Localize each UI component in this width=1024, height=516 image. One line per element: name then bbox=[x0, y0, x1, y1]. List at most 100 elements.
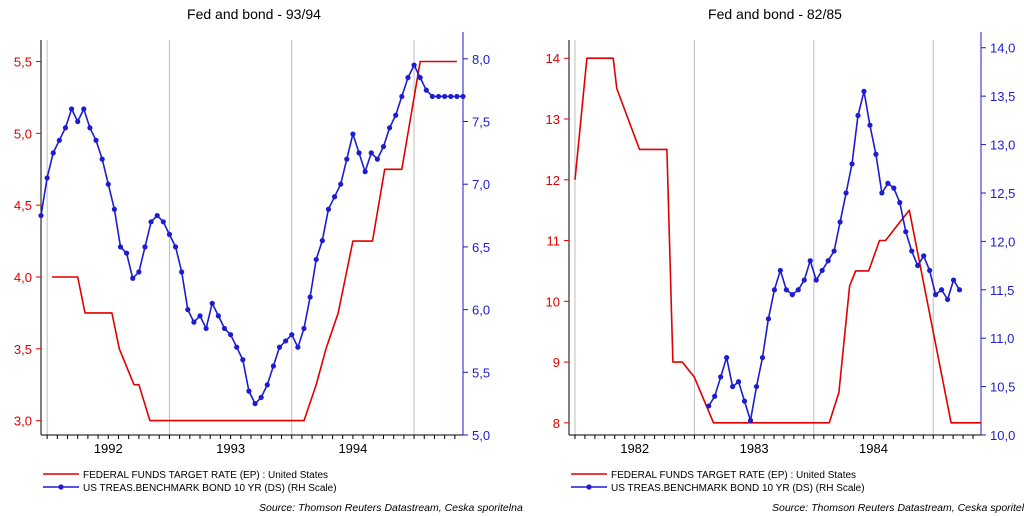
bond-yield-point bbox=[368, 150, 374, 156]
bond-yield-point bbox=[435, 93, 442, 100]
bond-yield-point bbox=[399, 93, 405, 100]
bond-yield-point bbox=[747, 417, 754, 424]
right-y-tick-label: 13,5 bbox=[990, 89, 1015, 104]
bond-yield-point bbox=[124, 250, 130, 256]
bond-yield-point bbox=[735, 379, 742, 385]
bond-yield-point bbox=[921, 253, 927, 259]
bond-yield-point bbox=[87, 125, 93, 131]
right-y-tick-label: 14,0 bbox=[990, 41, 1015, 56]
source-note-left: Source: Thomson Reuters Datastream, Cesk… bbox=[259, 502, 523, 514]
right-y-tick-label: 5,5 bbox=[472, 365, 490, 380]
bond-yield-point bbox=[831, 248, 837, 254]
bond-yield-point bbox=[795, 287, 801, 293]
bond-yield-point bbox=[179, 269, 185, 275]
right-y-tick-label: 12,5 bbox=[990, 186, 1015, 201]
left-y-tick-label: 3,5 bbox=[14, 342, 32, 357]
bond-yield-point bbox=[405, 75, 411, 81]
bond-yield-point bbox=[99, 156, 105, 162]
bond-yield-point bbox=[270, 363, 277, 369]
bond-yield-point bbox=[319, 238, 325, 244]
right-y-tick-label: 6,0 bbox=[472, 303, 490, 318]
bond-yield-point bbox=[429, 93, 436, 100]
right-y-tick-label: 6,5 bbox=[472, 240, 490, 255]
bond-yield-point bbox=[765, 316, 772, 322]
bond-yield-point bbox=[307, 294, 313, 300]
bond-yield-point bbox=[185, 307, 191, 313]
bond-yield-point bbox=[759, 354, 766, 361]
bond-yield-point bbox=[843, 190, 849, 196]
x-tick-label: 1982 bbox=[620, 441, 649, 456]
bond-yield-point bbox=[50, 150, 56, 156]
left-y-tick-label: 4,5 bbox=[14, 198, 32, 213]
bond-yield-point bbox=[712, 393, 718, 399]
right-y-tick-label: 10,5 bbox=[990, 380, 1015, 395]
bond-yield-point bbox=[301, 325, 307, 332]
x-tick-label: 1992 bbox=[94, 441, 123, 456]
bond-yield-point bbox=[295, 344, 301, 350]
bond-yield-point bbox=[81, 106, 87, 112]
bond-yield-point bbox=[203, 325, 209, 332]
bond-yield-point bbox=[240, 357, 246, 363]
bond-yield-point bbox=[442, 93, 448, 100]
left-y-tick-label: 5,5 bbox=[14, 55, 32, 70]
bond-yield-point bbox=[197, 313, 203, 319]
bond-yield-point bbox=[252, 401, 258, 407]
bond-yield-point bbox=[873, 151, 879, 157]
bond-yield-point bbox=[246, 388, 252, 394]
right-y-tick-label: 8,0 bbox=[472, 52, 490, 67]
bond-yield-point bbox=[903, 229, 909, 235]
bond-yield-point bbox=[718, 374, 724, 380]
bond-yield-point bbox=[374, 156, 380, 162]
right-y-tick-label: 12,0 bbox=[990, 234, 1015, 249]
bond-yield-point bbox=[956, 287, 963, 293]
left-y-tick-label: 5,0 bbox=[14, 126, 32, 141]
bond-yield-point bbox=[423, 87, 429, 93]
chart-82-85: Fed and bond - 82/85 8 9 10 11 12 13 14 10,0 10,5… bbox=[546, 6, 1016, 494]
bond-yield-point bbox=[706, 403, 712, 409]
bond-yield-point bbox=[172, 244, 179, 250]
bond-yield-point bbox=[933, 292, 939, 298]
bond-yield-point bbox=[331, 194, 338, 200]
bond-yield-point bbox=[411, 62, 417, 68]
bond-yield-point bbox=[448, 93, 454, 100]
bond-yield-point bbox=[801, 277, 807, 283]
bond-yield-point bbox=[460, 93, 466, 100]
bond-yield-point bbox=[380, 143, 387, 150]
bond-yield-point bbox=[730, 383, 736, 390]
bond-yield-point bbox=[915, 262, 921, 269]
bond-yield-point bbox=[289, 332, 295, 338]
bond-yield-point bbox=[234, 344, 240, 350]
right-y-tick-label: 7,5 bbox=[472, 115, 490, 130]
bond-yield-point bbox=[950, 277, 957, 283]
bond-yield-point bbox=[938, 287, 945, 293]
bond-yield-point bbox=[867, 122, 873, 128]
left-y-tick-label: 12 bbox=[546, 173, 560, 188]
bond-yield-point bbox=[68, 106, 75, 112]
right-y-tick-label: 10,0 bbox=[990, 428, 1015, 443]
bond-yield-point bbox=[209, 300, 215, 306]
bond-yield-point bbox=[313, 256, 319, 263]
x-tick-label: 1983 bbox=[740, 441, 769, 456]
bond-yield-point bbox=[191, 319, 197, 325]
bond-yield-point bbox=[75, 118, 81, 125]
bond-yield-point bbox=[724, 354, 730, 361]
bond-yield-point bbox=[38, 212, 44, 219]
source-note-right: Source: Thomson Reuters Datastream, Cesk… bbox=[772, 502, 1024, 514]
left-y-tick-label: 14 bbox=[546, 51, 560, 66]
bond-yield-point bbox=[258, 394, 264, 400]
legend-label-bond: US TREAS.BENCHMARK BOND 10 YR (DS) (RH S… bbox=[83, 483, 337, 494]
right-y-tick-label: 11,5 bbox=[990, 283, 1014, 298]
bond-yield-point bbox=[350, 131, 356, 137]
x-tick-label: 1984 bbox=[859, 441, 888, 456]
bond-yield-point bbox=[927, 267, 933, 274]
bond-yield-point bbox=[142, 244, 148, 250]
chart-panel-82-85: Fed and bond - 82/85 8 9 10 11 12 13 14 10,0 10,5… bbox=[512, 0, 1024, 516]
legend-label-bond: US TREAS.BENCHMARK BOND 10 YR (DS) (RH S… bbox=[611, 483, 865, 494]
bond-yield-point bbox=[897, 200, 903, 206]
bond-yield-line bbox=[40, 64, 463, 405]
right-y-tick-label: 7,0 bbox=[472, 177, 490, 192]
bond-yield-point bbox=[741, 398, 748, 404]
bond-yield-point bbox=[454, 93, 460, 100]
chart-title-82-85: Fed and bond - 82/85 bbox=[708, 6, 842, 22]
bond-yield-point bbox=[344, 156, 350, 162]
